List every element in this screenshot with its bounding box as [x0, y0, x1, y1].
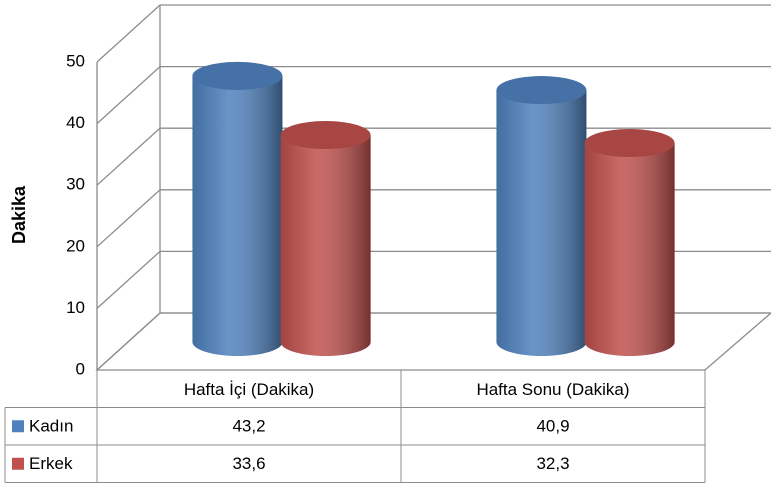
y-tick-label: 20	[66, 236, 85, 255]
cylinder-top-shade	[280, 121, 371, 150]
table-value: 43,2	[232, 417, 265, 436]
legend-swatch	[12, 420, 24, 433]
y-tick-label: 40	[66, 113, 85, 132]
table-value: 33,6	[232, 454, 265, 473]
category-label: Hafta İçi (Dakika)	[184, 380, 314, 399]
grid-line	[96, 4, 771, 63]
cylinder-top	[192, 61, 283, 90]
y-tick-label: 0	[76, 359, 85, 378]
cylinder-top-shade	[496, 76, 587, 105]
y-tick-label: 50	[66, 51, 85, 70]
grid-line	[96, 65, 771, 125]
y-tick-label: 30	[66, 175, 85, 194]
y-tick-label: 10	[66, 298, 85, 317]
cylinder	[280, 121, 371, 356]
y-axis-label: Dakika	[9, 185, 29, 244]
cylinder-top	[280, 121, 371, 150]
cylinder-shade	[496, 90, 587, 356]
cylinder-shade	[280, 135, 371, 356]
table-value: 40,9	[536, 417, 569, 436]
cylinder-top	[584, 129, 675, 158]
cylinder-shade	[192, 75, 283, 356]
category-label: Hafta Sonu (Dakika)	[476, 380, 629, 399]
cylinder-top	[496, 76, 587, 105]
cylinder-top-shade	[192, 61, 283, 90]
cylinder	[192, 61, 283, 356]
cylinder-shade	[584, 143, 675, 356]
table-value: 32,3	[536, 454, 569, 473]
cylinder	[584, 129, 675, 356]
legend-swatch	[12, 457, 24, 470]
cylinder-top-shade	[584, 129, 675, 158]
legend-label: Kadın	[29, 417, 73, 436]
cylinder	[496, 76, 587, 356]
legend-label: Erkek	[29, 454, 73, 473]
